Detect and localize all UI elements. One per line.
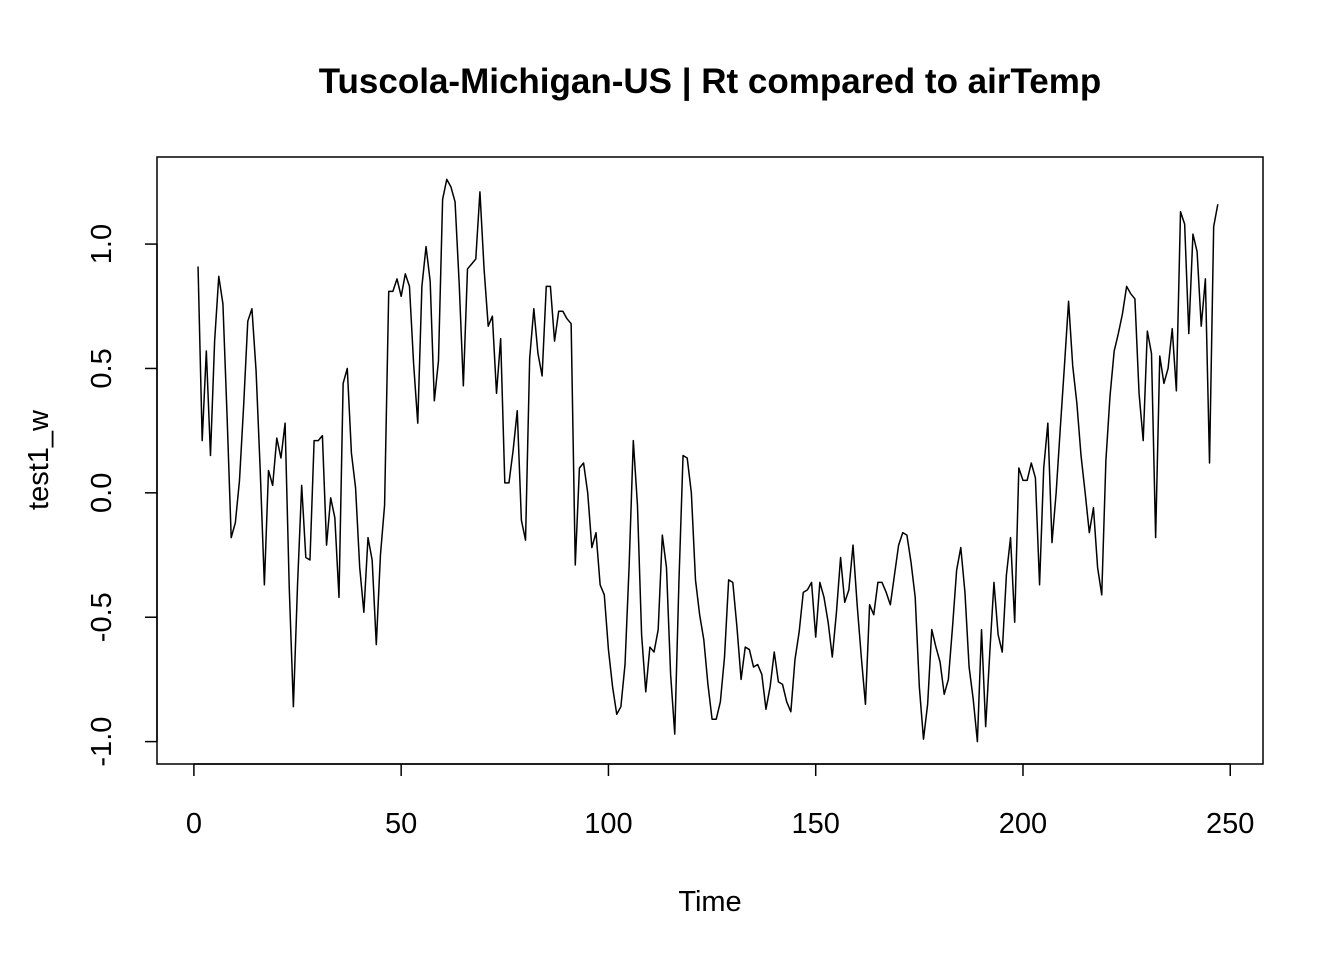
y-tick-label: 0.5: [86, 348, 118, 388]
y-tick-label: 1.0: [86, 224, 118, 264]
x-axis: 0 50 100 150 200 250: [186, 763, 1254, 840]
y-axis-label: test1_w: [23, 409, 55, 510]
x-tick-label: 150: [792, 808, 840, 840]
series-line: [197, 178, 1219, 743]
y-tick-label: -1.0: [86, 717, 118, 767]
x-tick-label: 200: [999, 808, 1047, 840]
x-tick-label: 0: [186, 808, 202, 840]
y-tick-label: -0.5: [86, 592, 118, 642]
y-tick-label: 0.0: [86, 473, 118, 513]
x-axis-label: Time: [678, 886, 741, 918]
x-tick-label: 250: [1206, 808, 1254, 840]
chart-title: Tuscola-Michigan-US | Rt compared to air…: [319, 62, 1101, 101]
x-tick-label: 100: [584, 808, 632, 840]
y-axis: -1.0 -0.5 0.0 0.5 1.0: [86, 224, 158, 767]
x-tick-label: 50: [385, 808, 417, 840]
